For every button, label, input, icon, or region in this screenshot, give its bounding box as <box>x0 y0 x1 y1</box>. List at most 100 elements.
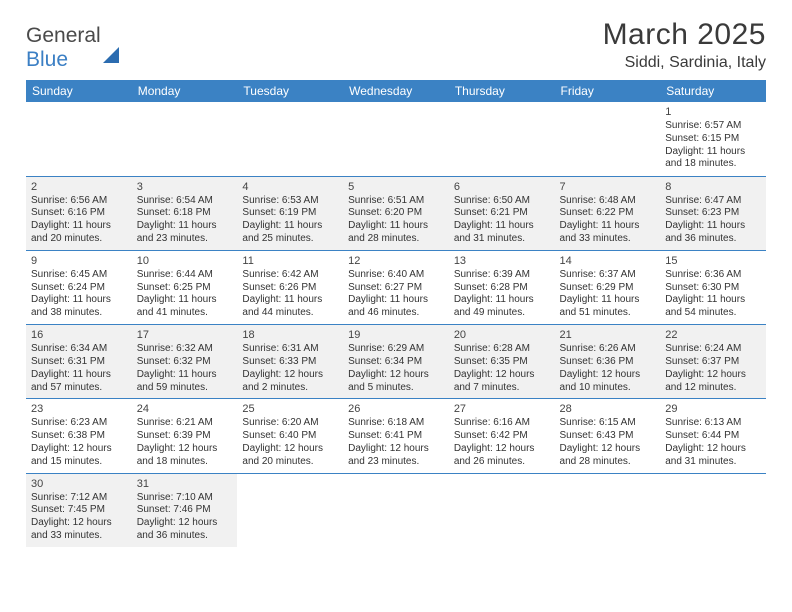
month-title: March 2025 <box>603 18 766 52</box>
day-header: Thursday <box>449 80 555 102</box>
day-header: Monday <box>132 80 238 102</box>
calendar-row: 1Sunrise: 6:57 AMSunset: 6:15 PMDaylight… <box>26 102 766 176</box>
sunrise-line: Sunrise: 6:45 AM <box>31 269 127 282</box>
calendar-cell: 1Sunrise: 6:57 AMSunset: 6:15 PMDaylight… <box>660 102 766 176</box>
day-number: 27 <box>454 402 550 416</box>
day-number: 24 <box>137 402 233 416</box>
calendar-cell: 27Sunrise: 6:16 AMSunset: 6:42 PMDayligh… <box>449 399 555 473</box>
sunset-line: Sunset: 6:32 PM <box>137 356 233 369</box>
daylight-line: Daylight: 12 hours and 26 minutes. <box>454 443 550 469</box>
sunset-line: Sunset: 6:28 PM <box>454 282 550 295</box>
calendar-cell-empty <box>449 102 555 176</box>
daylight-line: Daylight: 11 hours and 59 minutes. <box>137 369 233 395</box>
sunrise-line: Sunrise: 6:47 AM <box>665 195 761 208</box>
sunset-line: Sunset: 6:35 PM <box>454 356 550 369</box>
daylight-line: Daylight: 11 hours and 33 minutes. <box>560 220 656 246</box>
sunrise-line: Sunrise: 6:50 AM <box>454 195 550 208</box>
sunrise-line: Sunrise: 6:34 AM <box>31 343 127 356</box>
sunrise-line: Sunrise: 6:31 AM <box>242 343 338 356</box>
day-number: 20 <box>454 328 550 342</box>
daylight-line: Daylight: 12 hours and 15 minutes. <box>31 443 127 469</box>
daylight-line: Daylight: 12 hours and 23 minutes. <box>348 443 444 469</box>
sunset-line: Sunset: 6:31 PM <box>31 356 127 369</box>
daylight-line: Daylight: 11 hours and 57 minutes. <box>31 369 127 395</box>
sunset-line: Sunset: 6:30 PM <box>665 282 761 295</box>
sunset-line: Sunset: 6:25 PM <box>137 282 233 295</box>
daylight-line: Daylight: 11 hours and 18 minutes. <box>665 146 761 172</box>
day-number: 19 <box>348 328 444 342</box>
calendar-cell: 31Sunrise: 7:10 AMSunset: 7:46 PMDayligh… <box>132 473 238 547</box>
sunset-line: Sunset: 6:24 PM <box>31 282 127 295</box>
sunset-line: Sunset: 6:43 PM <box>560 430 656 443</box>
calendar-body: 1Sunrise: 6:57 AMSunset: 6:15 PMDaylight… <box>26 102 766 547</box>
calendar-cell: 2Sunrise: 6:56 AMSunset: 6:16 PMDaylight… <box>26 176 132 250</box>
calendar-cell: 28Sunrise: 6:15 AMSunset: 6:43 PMDayligh… <box>555 399 661 473</box>
day-number: 11 <box>242 254 338 268</box>
sunset-line: Sunset: 6:19 PM <box>242 207 338 220</box>
day-header: Wednesday <box>343 80 449 102</box>
sunset-line: Sunset: 6:38 PM <box>31 430 127 443</box>
calendar-cell: 8Sunrise: 6:47 AMSunset: 6:23 PMDaylight… <box>660 176 766 250</box>
daylight-line: Daylight: 11 hours and 41 minutes. <box>137 294 233 320</box>
calendar-cell: 18Sunrise: 6:31 AMSunset: 6:33 PMDayligh… <box>237 325 343 399</box>
calendar-cell-empty <box>132 102 238 176</box>
day-number: 1 <box>665 105 761 119</box>
day-header: Saturday <box>660 80 766 102</box>
sunset-line: Sunset: 6:23 PM <box>665 207 761 220</box>
calendar-cell-empty <box>343 102 449 176</box>
sunrise-line: Sunrise: 6:13 AM <box>665 417 761 430</box>
daylight-line: Daylight: 11 hours and 51 minutes. <box>560 294 656 320</box>
sunrise-line: Sunrise: 6:37 AM <box>560 269 656 282</box>
calendar-cell: 3Sunrise: 6:54 AMSunset: 6:18 PMDaylight… <box>132 176 238 250</box>
day-number: 10 <box>137 254 233 268</box>
sunrise-line: Sunrise: 6:28 AM <box>454 343 550 356</box>
day-number: 8 <box>665 180 761 194</box>
day-number: 5 <box>348 180 444 194</box>
day-number: 22 <box>665 328 761 342</box>
daylight-line: Daylight: 12 hours and 5 minutes. <box>348 369 444 395</box>
sunrise-line: Sunrise: 6:21 AM <box>137 417 233 430</box>
daylight-line: Daylight: 11 hours and 44 minutes. <box>242 294 338 320</box>
sunrise-line: Sunrise: 6:20 AM <box>242 417 338 430</box>
day-number: 12 <box>348 254 444 268</box>
calendar-cell: 13Sunrise: 6:39 AMSunset: 6:28 PMDayligh… <box>449 250 555 324</box>
day-number: 15 <box>665 254 761 268</box>
daylight-line: Daylight: 12 hours and 7 minutes. <box>454 369 550 395</box>
calendar-cell: 19Sunrise: 6:29 AMSunset: 6:34 PMDayligh… <box>343 325 449 399</box>
sunset-line: Sunset: 6:41 PM <box>348 430 444 443</box>
sunset-line: Sunset: 6:29 PM <box>560 282 656 295</box>
calendar-cell: 30Sunrise: 7:12 AMSunset: 7:45 PMDayligh… <box>26 473 132 547</box>
sunrise-line: Sunrise: 6:39 AM <box>454 269 550 282</box>
calendar-cell: 12Sunrise: 6:40 AMSunset: 6:27 PMDayligh… <box>343 250 449 324</box>
calendar-cell: 9Sunrise: 6:45 AMSunset: 6:24 PMDaylight… <box>26 250 132 324</box>
daylight-line: Daylight: 11 hours and 54 minutes. <box>665 294 761 320</box>
location: Siddi, Sardinia, Italy <box>603 54 766 72</box>
sunrise-line: Sunrise: 6:40 AM <box>348 269 444 282</box>
daylight-line: Daylight: 11 hours and 23 minutes. <box>137 220 233 246</box>
calendar-cell: 25Sunrise: 6:20 AMSunset: 6:40 PMDayligh… <box>237 399 343 473</box>
sunrise-line: Sunrise: 6:56 AM <box>31 195 127 208</box>
calendar-cell: 6Sunrise: 6:50 AMSunset: 6:21 PMDaylight… <box>449 176 555 250</box>
sunrise-line: Sunrise: 6:26 AM <box>560 343 656 356</box>
day-number: 9 <box>31 254 127 268</box>
day-number: 21 <box>560 328 656 342</box>
brand-part2: Blue <box>26 48 68 71</box>
calendar-cell: 23Sunrise: 6:23 AMSunset: 6:38 PMDayligh… <box>26 399 132 473</box>
day-number: 13 <box>454 254 550 268</box>
day-number: 7 <box>560 180 656 194</box>
sunrise-line: Sunrise: 6:15 AM <box>560 417 656 430</box>
sunset-line: Sunset: 6:22 PM <box>560 207 656 220</box>
day-number: 30 <box>31 477 127 491</box>
sunset-line: Sunset: 7:45 PM <box>31 504 127 517</box>
calendar-cell: 4Sunrise: 6:53 AMSunset: 6:19 PMDaylight… <box>237 176 343 250</box>
daylight-line: Daylight: 11 hours and 49 minutes. <box>454 294 550 320</box>
calendar-cell-empty <box>449 473 555 547</box>
calendar-cell-empty <box>555 473 661 547</box>
daylight-line: Daylight: 12 hours and 18 minutes. <box>137 443 233 469</box>
calendar-cell-empty <box>237 102 343 176</box>
sunset-line: Sunset: 6:26 PM <box>242 282 338 295</box>
sunset-line: Sunset: 6:15 PM <box>665 133 761 146</box>
title-block: March 2025 Siddi, Sardinia, Italy <box>603 18 766 72</box>
sunrise-line: Sunrise: 7:10 AM <box>137 492 233 505</box>
sunrise-line: Sunrise: 7:12 AM <box>31 492 127 505</box>
